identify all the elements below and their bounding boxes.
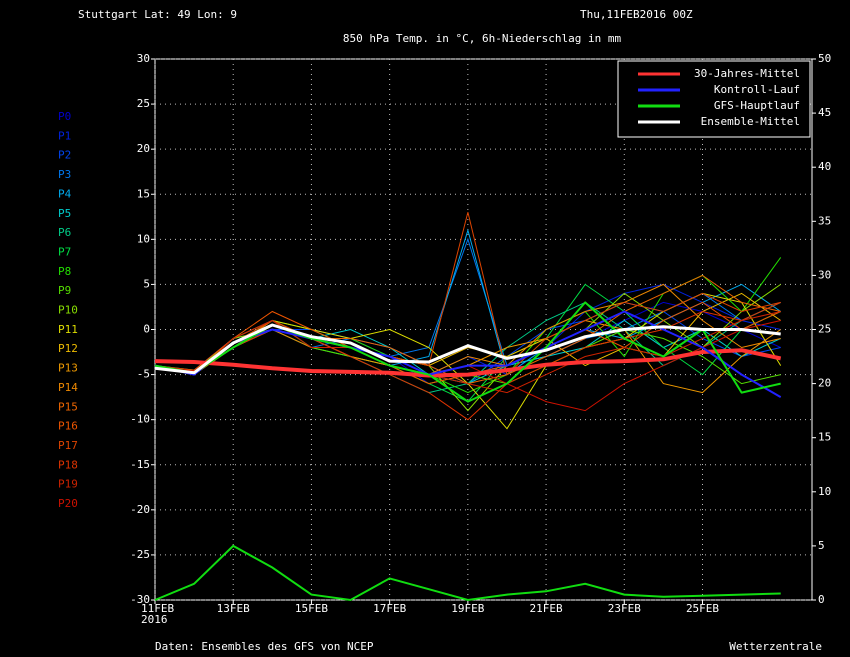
y2-tick-label: 20 <box>818 377 831 390</box>
y-tick-label: -25 <box>130 548 150 561</box>
y2-tick-label: 50 <box>818 52 831 65</box>
y2-tick-label: 25 <box>818 323 831 336</box>
run-time: Thu,11FEB2016 00Z <box>580 8 693 21</box>
member-label: P1 <box>58 129 71 142</box>
y-tick-label: -20 <box>130 503 150 516</box>
y-tick-label: -5 <box>137 368 150 381</box>
location: Stuttgart Lat: 49 Lon: 9 <box>78 8 237 21</box>
x-tick-label: 13FEB <box>217 602 250 615</box>
member-label: P10 <box>58 304 78 317</box>
y-tick-label: 20 <box>137 142 150 155</box>
precip-line <box>154 544 781 602</box>
member-label: P9 <box>58 284 71 297</box>
y-tick-label: 0 <box>143 323 150 336</box>
y2-tick-label: 5 <box>818 539 825 552</box>
member-label: P18 <box>58 458 78 471</box>
legend-label: GFS-Hauptlauf <box>714 99 800 112</box>
y-tick-label: 10 <box>137 232 150 245</box>
legend-label: 30-Jahres-Mittel <box>694 67 800 80</box>
y2-tick-label: 15 <box>818 431 831 444</box>
member-label: P19 <box>58 478 78 491</box>
y-tick-label: 25 <box>137 97 150 110</box>
y2-tick-label: 45 <box>818 106 831 119</box>
y-tick-label: -10 <box>130 413 150 426</box>
y2-tick-label: 10 <box>818 485 831 498</box>
x-tick-label: 19FEB <box>451 602 484 615</box>
member-label: P3 <box>58 168 71 181</box>
member-label: P20 <box>58 497 78 510</box>
member-label: P14 <box>58 381 78 394</box>
y2-tick-label: 35 <box>818 214 831 227</box>
series-line <box>154 310 782 398</box>
y-tick-label: -15 <box>130 458 150 471</box>
brand: Wetterzentrale <box>729 640 822 653</box>
member-label: P2 <box>58 149 71 162</box>
x-tick-label: 15FEB <box>295 602 328 615</box>
member-label: P11 <box>58 323 78 336</box>
y-tick-label: 30 <box>137 52 150 65</box>
member-label: P12 <box>58 342 78 355</box>
y2-tick-label: 0 <box>818 593 825 606</box>
y2-tick-label: 30 <box>818 268 831 281</box>
x-tick-label: 23FEB <box>608 602 641 615</box>
x-tick-label: 25FEB <box>686 602 719 615</box>
legend-label: Ensemble-Mittel <box>701 115 800 128</box>
y-tick-label: 5 <box>143 277 150 290</box>
source: Daten: Ensembles des GFS von NCEP <box>155 640 374 653</box>
x-tick-label: 17FEB <box>373 602 406 615</box>
y-tick-label: 15 <box>137 187 150 200</box>
member-label: P16 <box>58 420 78 433</box>
member-label: P17 <box>58 439 78 452</box>
member-label: P13 <box>58 362 78 375</box>
member-label: P5 <box>58 207 71 220</box>
y2-tick-label: 40 <box>818 160 831 173</box>
chart-title: 850 hPa Temp. in °C, 6h-Niederschlag in … <box>343 32 622 45</box>
member-label: P15 <box>58 400 78 413</box>
member-line <box>154 311 781 394</box>
member-line <box>154 292 782 430</box>
member-label: P8 <box>58 265 71 278</box>
x-tick-label: 11FEB <box>141 602 174 615</box>
x-tick-label: 21FEB <box>530 602 563 615</box>
member-label: P7 <box>58 245 71 258</box>
member-line <box>154 212 781 376</box>
member-label: P6 <box>58 226 71 239</box>
series-line <box>154 348 782 378</box>
member-line <box>154 301 781 421</box>
year-label: 2016 <box>141 613 168 626</box>
legend-label: Kontroll-Lauf <box>714 83 800 96</box>
member-label: P0 <box>58 110 71 123</box>
series-line <box>154 323 781 375</box>
member-label: P4 <box>58 187 72 200</box>
series-line <box>154 301 781 403</box>
y-tick-label: -30 <box>130 593 150 606</box>
